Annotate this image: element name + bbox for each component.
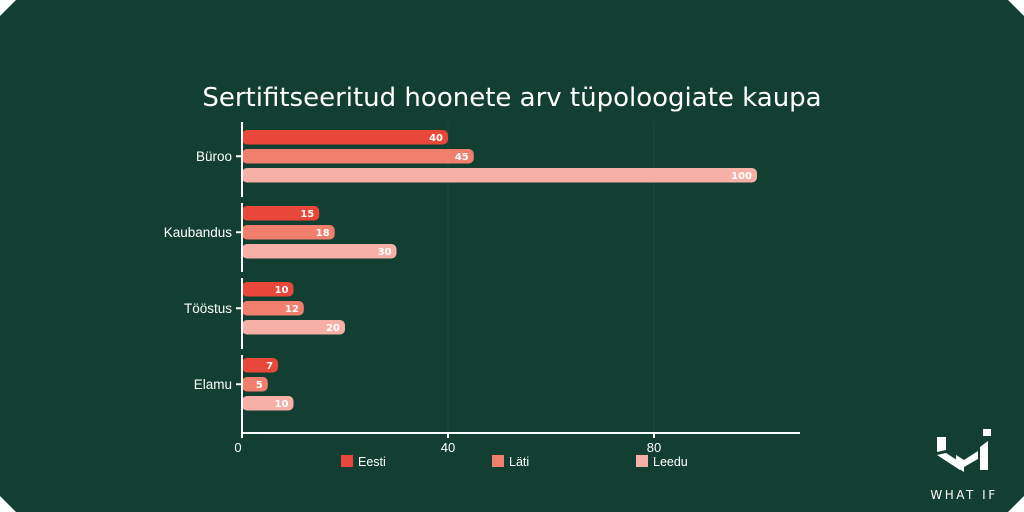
legend-label: Leedu xyxy=(653,455,688,469)
bar xyxy=(242,358,279,373)
bar xyxy=(242,396,294,411)
axes: Büroo Kaubandus Tööstus Elamu 0 40 80 xyxy=(164,122,800,455)
category-label: Elamu xyxy=(194,377,232,392)
x-tick-label: 40 xyxy=(441,440,455,455)
legend-swatch xyxy=(492,455,504,467)
legend-swatch xyxy=(636,455,648,467)
logo-mark xyxy=(937,429,991,472)
logo-text: WHAT IF xyxy=(930,488,997,502)
legend-label: Eesti xyxy=(358,455,386,469)
bar-value-label: 40 xyxy=(429,133,443,144)
legend-label: Läti xyxy=(509,455,529,469)
bar-value-label: 12 xyxy=(285,304,299,315)
bar xyxy=(242,377,268,392)
bar-value-label: 15 xyxy=(300,209,314,220)
x-tick-label: 0 xyxy=(234,440,241,455)
bar xyxy=(242,225,335,240)
bar xyxy=(242,320,345,335)
bar-value-label: 10 xyxy=(275,399,289,410)
bar-value-label: 18 xyxy=(316,228,330,239)
bar-value-label: 100 xyxy=(731,171,752,182)
category-label: Kaubandus xyxy=(164,225,233,240)
category-label: Büroo xyxy=(196,149,232,164)
what-if-logo: WHAT IF xyxy=(930,429,997,502)
bar xyxy=(242,282,294,297)
bar xyxy=(242,130,448,145)
bar-value-label: 30 xyxy=(378,247,392,258)
bar xyxy=(242,206,320,221)
bar xyxy=(242,149,474,164)
legend: Eesti Läti Leedu xyxy=(341,455,688,469)
chart-title: Sertifitseeritud hoonete arv tüpoloogiat… xyxy=(202,83,821,113)
x-tick-label: 80 xyxy=(647,440,661,455)
bar-value-label: 45 xyxy=(455,152,469,163)
bar-value-label: 20 xyxy=(326,323,340,334)
category-label: Tööstus xyxy=(184,301,232,316)
bar-value-label: 10 xyxy=(275,285,289,296)
bar xyxy=(242,301,304,316)
bar xyxy=(242,244,397,259)
bar-value-label: 5 xyxy=(256,380,263,391)
legend-swatch xyxy=(341,455,353,467)
bar-value-label: 7 xyxy=(266,361,273,372)
bar xyxy=(242,168,757,183)
